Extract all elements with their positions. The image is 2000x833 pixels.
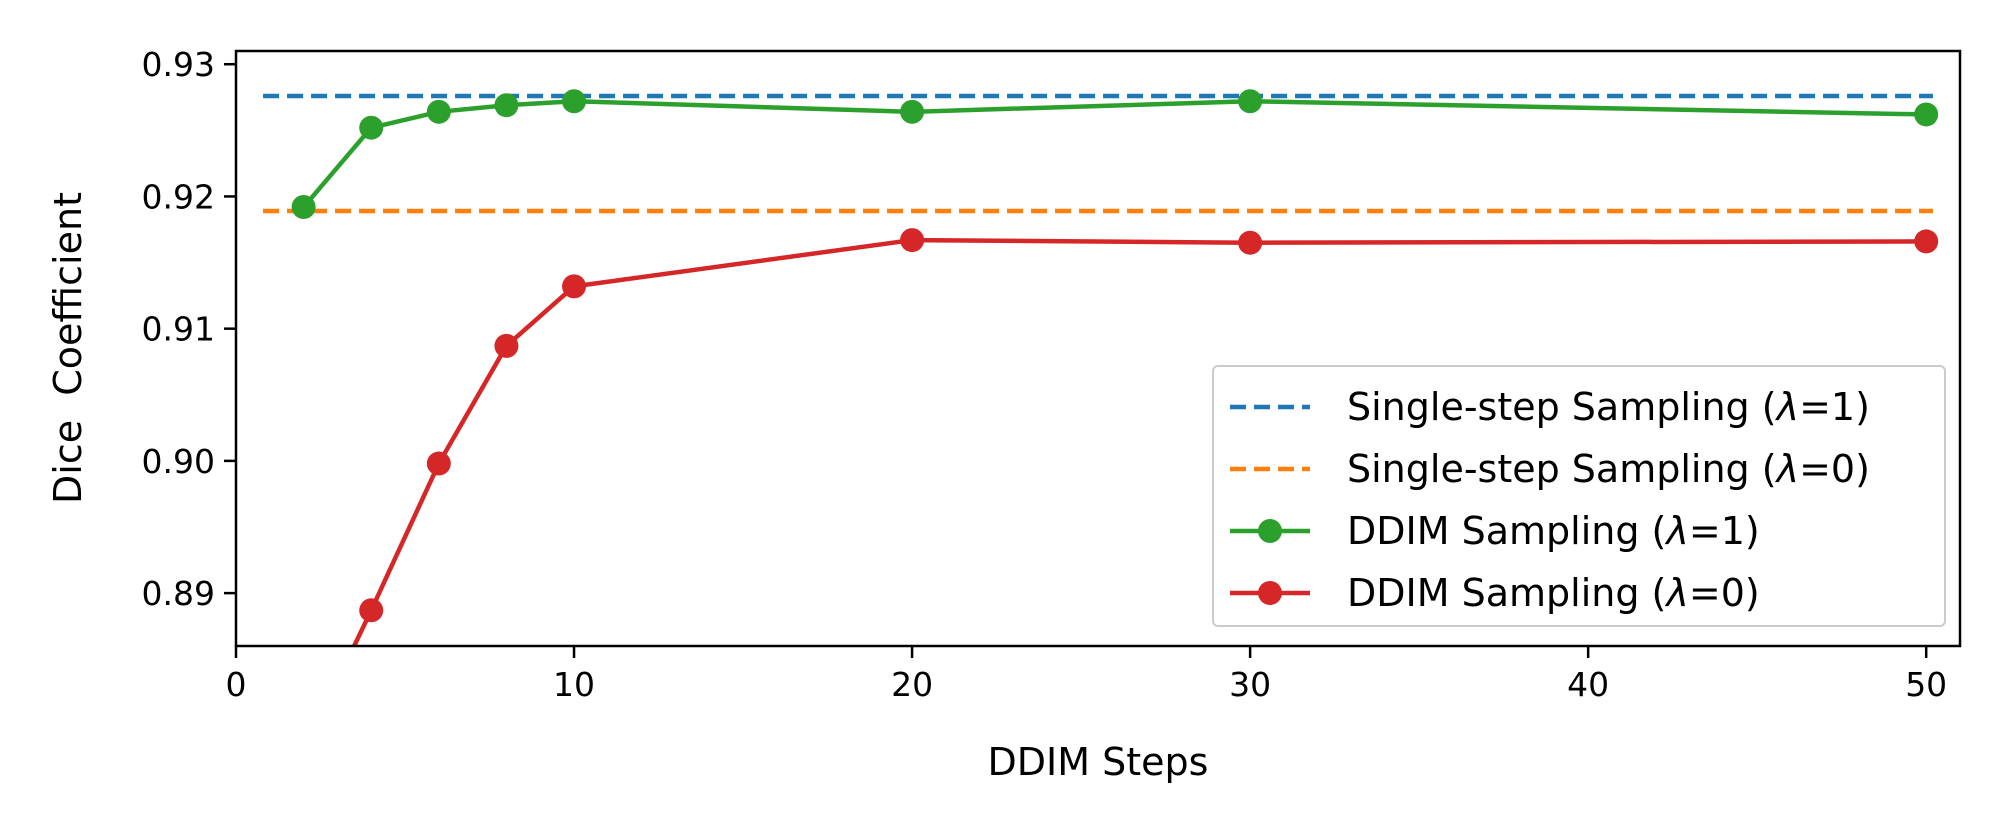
data-point (426, 451, 451, 476)
legend-label: DDIM Sampling (λ=1) (1347, 509, 1760, 553)
y-tick-label: 0.90 (142, 442, 215, 481)
legend-label: Single-step Sampling (λ=0) (1347, 447, 1870, 491)
data-point (426, 99, 451, 124)
y-tick-label: 0.92 (142, 177, 215, 216)
x-tick-label: 40 (1567, 665, 1609, 704)
x-axis-title: DDIM Steps (988, 740, 1209, 784)
data-point (562, 89, 587, 114)
data-point (359, 598, 384, 623)
series-line (301, 98, 1927, 209)
data-point (292, 740, 316, 764)
y-tick-label: 0.91 (142, 310, 215, 349)
data-point (1914, 229, 1939, 254)
data-point (900, 228, 925, 253)
x-axis: 0 10 20 30 40 50 (226, 646, 1947, 704)
data-point (1238, 230, 1263, 255)
data-point (562, 274, 587, 299)
plot-area (263, 89, 1939, 764)
x-tick-label: 10 (553, 665, 595, 704)
y-tick-label: 0.93 (142, 45, 215, 84)
data-point (494, 333, 519, 358)
legend-label: Single-step Sampling (λ=1) (1347, 385, 1870, 429)
axes-frame (234, 49, 1962, 648)
legend-box (1212, 365, 1946, 627)
data-point (1238, 89, 1263, 114)
data-point (494, 93, 519, 118)
data-point (900, 99, 925, 124)
x-tick-label: 0 (226, 665, 247, 704)
data-point (359, 115, 384, 140)
y-axis: 0.89 0.90 0.91 0.92 0.93 (142, 45, 236, 613)
x-tick-label: 20 (891, 665, 933, 704)
y-tick-label: 0.89 (142, 574, 215, 613)
series-line (351, 237, 1927, 646)
legend-label: DDIM Sampling (λ=0) (1347, 571, 1760, 615)
x-tick-label: 50 (1905, 665, 1947, 704)
legend: Single-step Sampling (λ=1) Single-step Sa… (1212, 365, 1946, 627)
legend-marker (1258, 519, 1282, 543)
legend-marker (1258, 581, 1282, 605)
x-tick-label: 30 (1229, 665, 1271, 704)
y-axis-title: Dice Coefficient (46, 192, 90, 504)
data-point (291, 195, 316, 220)
data-point (1914, 102, 1939, 127)
